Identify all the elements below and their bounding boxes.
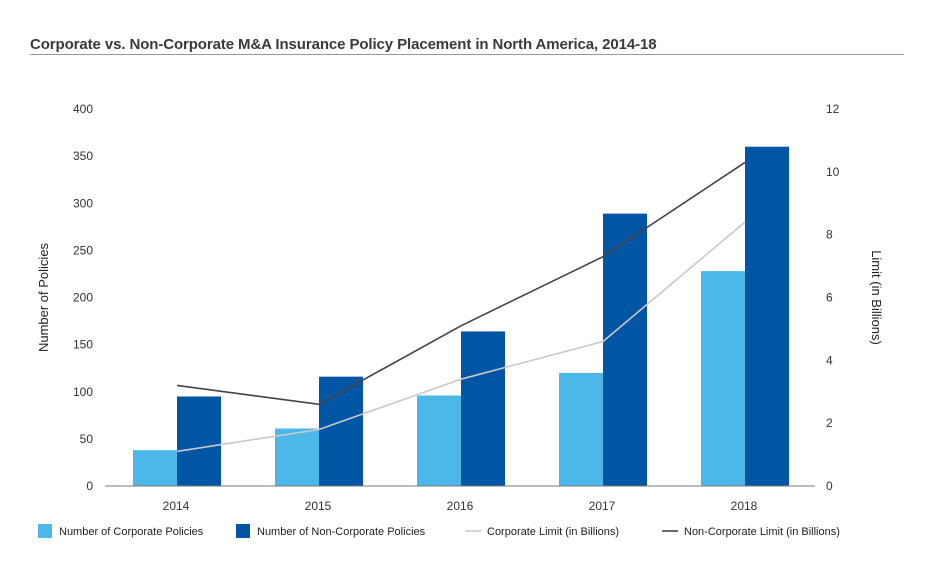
legend-label: Number of Corporate Policies: [59, 526, 204, 538]
legend-label: Corporate Limit (in Billions): [487, 526, 619, 538]
non-corporate-policies-bar: [745, 146, 789, 486]
corporate-policies-bar: [559, 372, 603, 486]
y-tick-label: 150: [73, 338, 93, 352]
legend-swatch-corporate-policies: [38, 524, 52, 538]
y-tick-label: 250: [73, 243, 93, 257]
x-tick-label: 2018: [731, 499, 758, 513]
legend-swatch-non-corporate-policies: [236, 524, 250, 538]
corporate-policies-bar: [417, 395, 461, 486]
y2-tick-label: 4: [826, 353, 833, 367]
y-tick-label: 0: [86, 479, 93, 493]
corporate-policies-bar: [701, 271, 745, 486]
title-divider: [30, 54, 904, 55]
non-corporate-policies-bar: [461, 331, 505, 486]
x-tick-label: 2014: [163, 499, 190, 513]
legend-label: Non-Corporate Limit (in Billions): [684, 526, 840, 538]
y2-tick-label: 2: [826, 416, 833, 430]
legend-label: Number of Non-Corporate Policies: [257, 526, 426, 538]
y-tick-label: 400: [73, 102, 93, 116]
x-tick-label: 2017: [589, 499, 616, 513]
y2-tick-label: 8: [826, 228, 833, 242]
y2-tick-label: 6: [826, 291, 833, 305]
non-corporate-policies-bar: [319, 376, 363, 486]
y-tick-label: 50: [80, 432, 94, 446]
non-corporate-policies-bar: [177, 396, 221, 486]
y2-axis-title: Limit (in Billions): [869, 250, 884, 345]
y-tick-label: 300: [73, 196, 93, 210]
y-tick-label: 200: [73, 291, 93, 305]
y-tick-label: 350: [73, 149, 93, 163]
chart-title: Corporate vs. Non-Corporate M&A Insuranc…: [30, 36, 657, 53]
corporate-policies-bar: [275, 428, 319, 486]
y2-tick-label: 0: [826, 479, 833, 493]
y2-tick-label: 12: [826, 102, 840, 116]
y-tick-label: 100: [73, 385, 93, 399]
corporate-policies-bar: [133, 450, 177, 486]
x-tick-label: 2016: [447, 499, 474, 513]
y-axis-title: Number of Policies: [36, 242, 51, 352]
non-corporate-policies-bar: [603, 213, 647, 486]
y2-tick-label: 10: [826, 165, 840, 179]
x-tick-label: 2015: [305, 499, 332, 513]
